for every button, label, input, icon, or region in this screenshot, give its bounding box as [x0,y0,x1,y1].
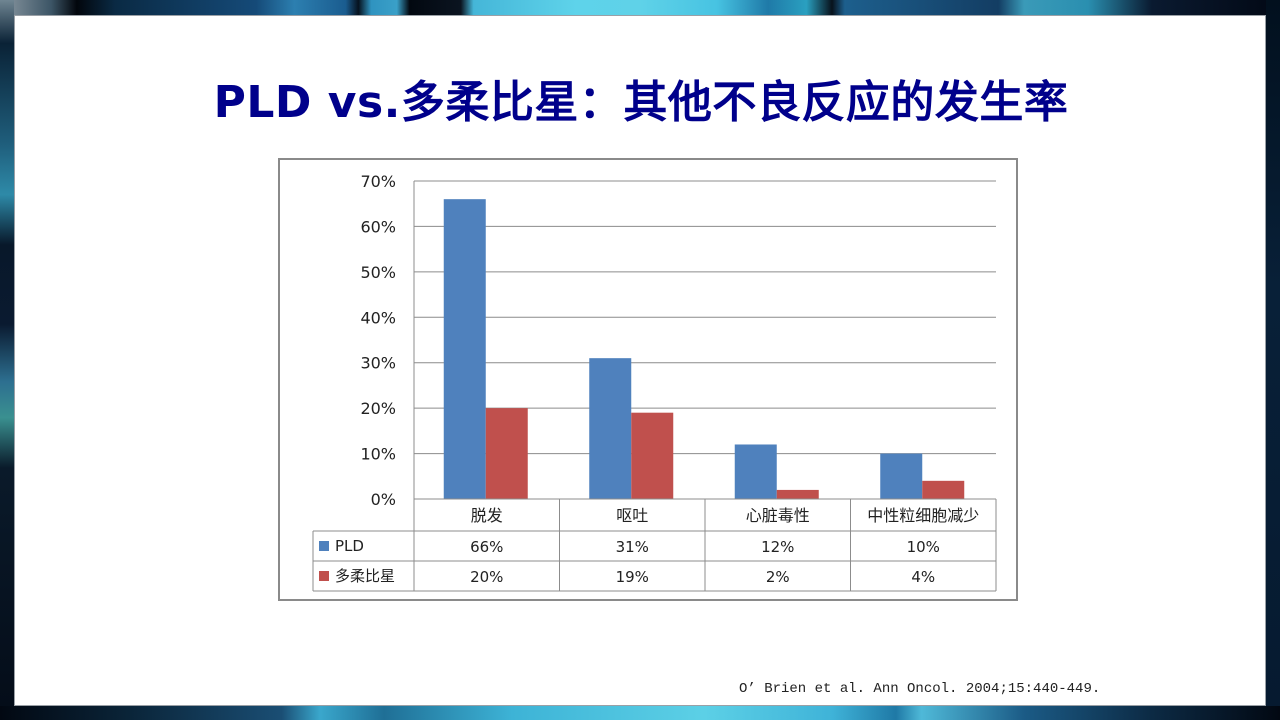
legend-swatch [319,571,329,581]
y-tick-label: 0% [371,490,396,509]
table-cell-value: 10% [907,538,940,556]
decorative-frame-bottom [0,706,1280,720]
table-cell-value: 19% [616,568,649,586]
legend-swatch [319,541,329,551]
table-cell-value: 66% [470,538,503,556]
y-tick-label: 40% [360,308,396,327]
bar-doxorubicin [631,412,674,499]
table-cell-value: 4% [911,568,935,586]
table-cell-value: 31% [616,538,649,556]
bar-pld [589,358,632,499]
table-cell-value: 12% [761,538,794,556]
bar-pld [880,453,923,499]
bar-pld [443,199,486,499]
slide-panel: PLD vs.多柔比星：其他不良反应的发生率 0% 10% 20% 30% 40% 50%… [14,15,1266,706]
legend-label: 多柔比星 [335,567,395,585]
category-label: 心脏毒性 [746,506,810,525]
bar-doxorubicin [776,489,819,499]
chart-container: 0% 10% 20% 30% 40% 50% 60% 70% 脱发 呕吐 心脏毒性 中性粒细胞减少 PL… [278,158,1018,601]
decorative-frame-right [1266,0,1280,720]
bar-doxorubicin [922,480,965,499]
bar-pld [734,444,777,499]
decorative-frame-top [0,0,1280,16]
category-label: 呕吐 [616,506,648,525]
decorative-frame-left [0,0,14,720]
y-tick-label: 30% [360,354,396,373]
table-cell-value: 2% [766,568,790,586]
legend-label: PLD [335,537,364,555]
bar-chart: 0% 10% 20% 30% 40% 50% 60% 70% 脱发 呕吐 心脏毒性 中性粒细胞减少 PL… [312,172,997,592]
y-tick-label: 10% [360,445,396,464]
y-tick-label: 20% [360,399,396,418]
table-cell-value: 20% [470,568,503,586]
category-label: 中性粒细胞减少 [867,506,979,525]
bar-doxorubicin [485,408,528,499]
y-tick-label: 70% [360,172,396,191]
slide-title: PLD vs.多柔比星：其他不良反应的发生率 [213,77,1069,128]
citation-text: O’ Brien et al. Ann Oncol. 2004;15:440-4… [739,681,1101,697]
y-tick-label: 60% [360,217,396,236]
category-label: 脱发 [471,506,503,525]
y-tick-label: 50% [360,263,396,282]
